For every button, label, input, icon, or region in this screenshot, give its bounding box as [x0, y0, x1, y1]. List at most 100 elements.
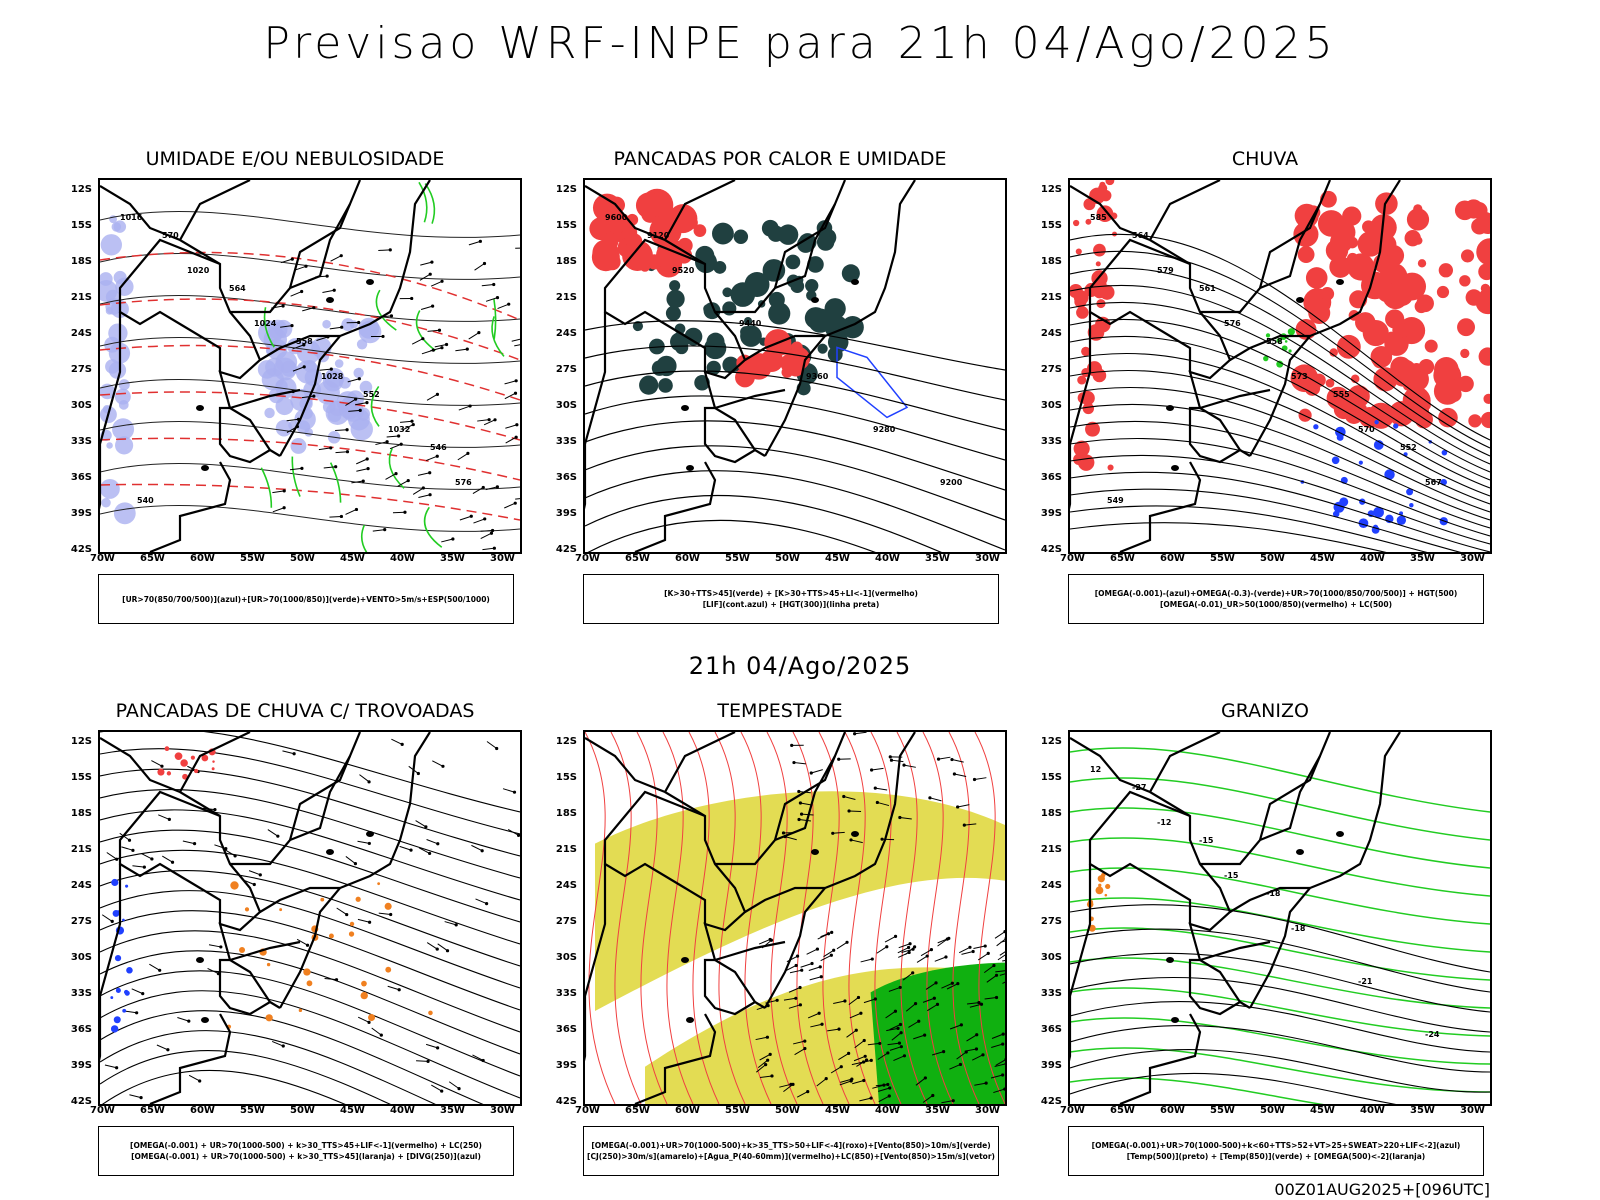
map-umidade: 1016 1020 1024 1028 1032 576 570 564 558 552 546 54… — [98, 178, 522, 554]
lon-tick: 35W — [1410, 553, 1435, 564]
lat-tick: 27S — [70, 364, 92, 375]
lon-tick: 60W — [1160, 1105, 1185, 1116]
svg-text:-18: -18 — [1291, 924, 1306, 933]
lat-tick: 36S — [555, 472, 577, 483]
lat-tick: 15S — [555, 220, 577, 231]
lat-tick: 39S — [555, 1060, 577, 1071]
lat-tick: 33S — [555, 436, 577, 447]
lat-tick: 12S — [70, 184, 92, 195]
lat-tick: 21S — [1040, 844, 1062, 855]
svg-text:558: 558 — [1266, 337, 1283, 346]
lat-tick: 12S — [70, 736, 92, 747]
svg-text:1016: 1016 — [120, 213, 143, 222]
lat-tick: 42S — [1040, 544, 1062, 555]
lon-tick: 45W — [340, 1105, 365, 1116]
lat-tick: 21S — [1040, 292, 1062, 303]
lon-tick: 35W — [925, 1105, 950, 1116]
lon-tick: 55W — [725, 553, 750, 564]
svg-text:558: 558 — [296, 337, 313, 346]
lon-tick: 70W — [90, 553, 115, 564]
lat-tick: 36S — [555, 1024, 577, 1035]
lon-tick: 70W — [1060, 553, 1085, 564]
lat-tick: 36S — [70, 1024, 92, 1035]
lon-tick: 50W — [775, 1105, 800, 1116]
lat-tick: 33S — [1040, 436, 1062, 447]
lon-tick: 65W — [1110, 1105, 1135, 1116]
mid-date: 21h 04/Ago/2025 — [688, 652, 912, 680]
lon-tick: 55W — [240, 553, 265, 564]
svg-text:9120: 9120 — [647, 231, 670, 240]
lon-tick: 30W — [1460, 553, 1485, 564]
svg-text:-18: -18 — [1266, 889, 1281, 898]
lat-tick: 24S — [1040, 880, 1062, 891]
lat-tick: 21S — [70, 844, 92, 855]
legend-line-2: [OMEGA(-0.01)_UR>50(1000/850)(vermelho) … — [1159, 600, 1393, 609]
lat-tick: 21S — [555, 292, 577, 303]
panel-title: TEMPESTADE — [717, 700, 843, 722]
lat-tick: 24S — [555, 880, 577, 891]
panel-chuva: CHUVA 585 579 576 573 570 567 564 561 558 555 552 5… — [1040, 148, 1492, 628]
panel-pancadas-calor: PANCADAS POR CALOR E UMIDADE 9600 9520 944… — [555, 148, 1007, 628]
panel-granizo: GRANIZO 12 -12 -15 -18 -21 -24 -27 -15 -18 [OMEG… — [1040, 700, 1492, 1180]
lon-tick: 55W — [1210, 553, 1235, 564]
svg-text:552: 552 — [363, 390, 380, 399]
map-granizo: 12 -12 -15 -18 -21 -24 -27 -15 -18 — [1068, 730, 1492, 1106]
lat-tick: 36S — [70, 472, 92, 483]
map-plot — [100, 732, 520, 1104]
lon-tick: 40W — [875, 1105, 900, 1116]
lon-tick: 60W — [190, 1105, 215, 1116]
legend-line-2: [OMEGA(-0.001) + UR>70(1000-500) + k>30_… — [131, 1152, 481, 1161]
legend-line-1: [OMEGA(-0.001)+UR>70(1000-500)+k>35_TTS>… — [591, 1141, 991, 1150]
svg-text:546: 546 — [430, 443, 447, 452]
panel-title: CHUVA — [1231, 148, 1299, 170]
lat-tick: 39S — [70, 1060, 92, 1071]
lon-tick: 30W — [1460, 1105, 1485, 1116]
lat-tick: 24S — [70, 880, 92, 891]
map-plot: 9600 9520 9440 9360 9280 9200 9120 — [585, 180, 1005, 552]
lat-tick: 12S — [1040, 184, 1062, 195]
panel-legend: [OMEGA(-0.001)+UR>70(1000-500)+k>35_TTS>… — [583, 1126, 999, 1176]
lat-tick: 36S — [1040, 1024, 1062, 1035]
map-trovoadas — [98, 730, 522, 1106]
panel-legend: [OMEGA(-0.001) + UR>70(1000-500) + k>30_… — [98, 1126, 514, 1176]
lon-tick: 45W — [825, 1105, 850, 1116]
lon-tick: 65W — [625, 1105, 650, 1116]
svg-text:1020: 1020 — [187, 266, 210, 275]
svg-text:576: 576 — [1224, 319, 1241, 328]
lat-tick: 18S — [70, 808, 92, 819]
lon-tick: 30W — [975, 1105, 1000, 1116]
lon-tick: 65W — [625, 553, 650, 564]
legend-line-2: [CJ(250)>30m/s](amarelo)+[Agua_P(40-60mm… — [587, 1152, 995, 1161]
run-footer: 00Z01AUG2025+[096UTC] — [1274, 1180, 1490, 1199]
lon-tick: 50W — [1260, 553, 1285, 564]
map-chuva: 585 579 576 573 570 567 564 561 558 555 552 549 — [1068, 178, 1492, 554]
lat-tick: 30S — [70, 952, 92, 963]
lat-tick: 24S — [555, 328, 577, 339]
lon-tick: 60W — [675, 553, 700, 564]
lon-tick: 50W — [290, 553, 315, 564]
map-plot: 12-12-15-18-21-24-27-15-18 — [1070, 732, 1490, 1104]
legend-line-1: [OMEGA(-0.001)+UR>70(1000-500)+k<60+TTS>… — [1091, 1141, 1461, 1150]
legend-line-1: [UR>70(850/700/500)](azul)+[UR>70(1000/8… — [122, 594, 490, 604]
lat-tick: 12S — [555, 184, 577, 195]
lon-tick: 50W — [775, 553, 800, 564]
lat-tick: 15S — [1040, 220, 1062, 231]
lat-tick: 18S — [1040, 808, 1062, 819]
lat-tick: 15S — [555, 772, 577, 783]
lat-tick: 42S — [70, 1096, 92, 1107]
svg-text:-21: -21 — [1358, 977, 1373, 986]
lat-tick: 30S — [555, 400, 577, 411]
lon-tick: 60W — [190, 553, 215, 564]
lat-tick: 33S — [1040, 988, 1062, 999]
lon-tick: 45W — [340, 553, 365, 564]
svg-text:585: 585 — [1090, 213, 1107, 222]
lon-tick: 45W — [1310, 553, 1335, 564]
lon-tick: 40W — [1360, 553, 1385, 564]
lon-tick: 65W — [140, 553, 165, 564]
lon-tick: 50W — [1260, 1105, 1285, 1116]
svg-text:-15: -15 — [1224, 871, 1239, 880]
svg-text:549: 549 — [1107, 496, 1124, 505]
lat-tick: 15S — [1040, 772, 1062, 783]
svg-text:-15: -15 — [1199, 836, 1214, 845]
